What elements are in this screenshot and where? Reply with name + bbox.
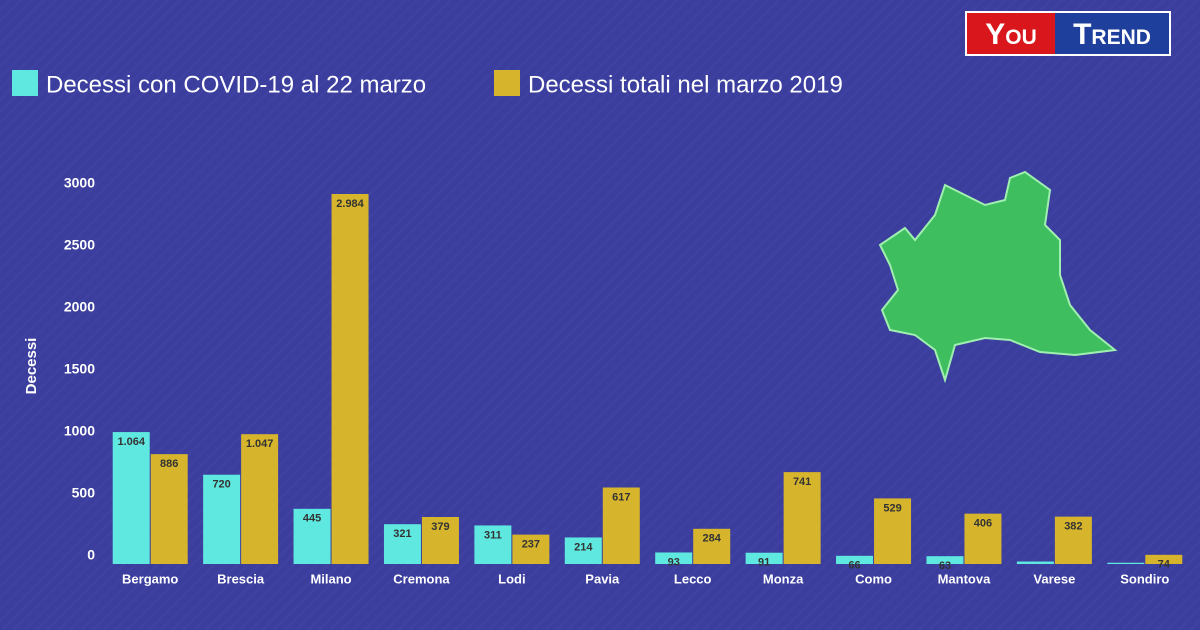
value-label: 406 [974, 518, 992, 530]
legend-swatch [494, 70, 520, 96]
x-tick-label: Cremona [393, 571, 450, 586]
value-label: 720 [212, 479, 230, 491]
value-label: 617 [612, 491, 630, 503]
value-label: 529 [883, 502, 901, 514]
bar [1145, 554, 1183, 564]
x-tick-label: Brescia [217, 571, 265, 586]
value-label: 237 [522, 539, 540, 551]
bar [1054, 516, 1092, 564]
bar [241, 434, 279, 564]
y-tick-label: 2000 [64, 299, 95, 315]
legend-label: Decessi con COVID-19 al 22 marzo [46, 71, 426, 98]
value-label: 886 [160, 458, 178, 470]
y-tick-label: 500 [72, 485, 96, 501]
bar [655, 552, 693, 564]
value-label: 321 [393, 528, 411, 540]
value-label: 284 [703, 533, 722, 545]
logo: You Trend [965, 11, 1171, 56]
bar [474, 525, 512, 564]
bar [836, 555, 874, 564]
logo-left: You [985, 18, 1037, 51]
y-tick-label: 3000 [64, 175, 95, 191]
value-label: 66 [848, 560, 860, 572]
x-tick-label: Varese [1033, 571, 1075, 586]
x-tick-label: Sondiro [1120, 571, 1169, 586]
x-tick-label: Lodi [498, 571, 525, 586]
x-tick-label: Lecco [674, 571, 712, 586]
bar [112, 432, 150, 564]
value-label: 311 [484, 529, 502, 541]
value-label: 91 [758, 557, 770, 569]
y-tick-label: 2500 [64, 237, 95, 253]
x-tick-label: Pavia [585, 571, 620, 586]
value-label: 93 [668, 556, 680, 568]
value-label: 741 [793, 476, 811, 488]
bar [512, 534, 550, 564]
bar [150, 454, 188, 564]
y-tick-label: 1000 [64, 423, 95, 439]
bar [564, 537, 602, 564]
bar [874, 498, 912, 564]
bar [293, 508, 331, 564]
bar [203, 474, 241, 564]
x-tick-label: Como [855, 571, 892, 586]
bar [383, 524, 421, 564]
bar [1016, 561, 1054, 564]
bar [693, 528, 731, 564]
value-label: 382 [1064, 521, 1082, 533]
y-tick-label: 0 [87, 547, 95, 563]
y-axis-label: Decessi [23, 338, 40, 395]
bar [964, 513, 1002, 564]
x-tick-label: Bergamo [122, 571, 178, 586]
y-tick-label: 1500 [64, 361, 95, 377]
bar [331, 193, 369, 564]
bar [1107, 562, 1145, 564]
value-label: 2.984 [336, 198, 364, 210]
x-tick-label: Mantova [938, 571, 992, 586]
bar [421, 517, 459, 564]
value-label: 214 [574, 541, 593, 553]
value-label: 1.047 [246, 438, 274, 450]
x-tick-label: Monza [763, 571, 804, 586]
value-label: 379 [431, 521, 449, 533]
value-label: 1.064 [117, 436, 145, 448]
legend-label: Decessi totali nel marzo 2019 [528, 71, 843, 98]
bar [926, 556, 964, 564]
legend-swatch [12, 70, 38, 96]
x-tick-label: Milano [310, 571, 351, 586]
bar [783, 472, 821, 564]
value-label: 74 [1158, 559, 1171, 571]
bar [745, 552, 783, 564]
value-label: 445 [303, 513, 321, 525]
value-label: 63 [939, 560, 951, 572]
region-map [878, 170, 1118, 384]
bar [602, 487, 640, 564]
logo-right-bg [1055, 13, 1169, 54]
logo-left-bg [967, 13, 1055, 54]
logo-right: Trend [1073, 18, 1151, 51]
